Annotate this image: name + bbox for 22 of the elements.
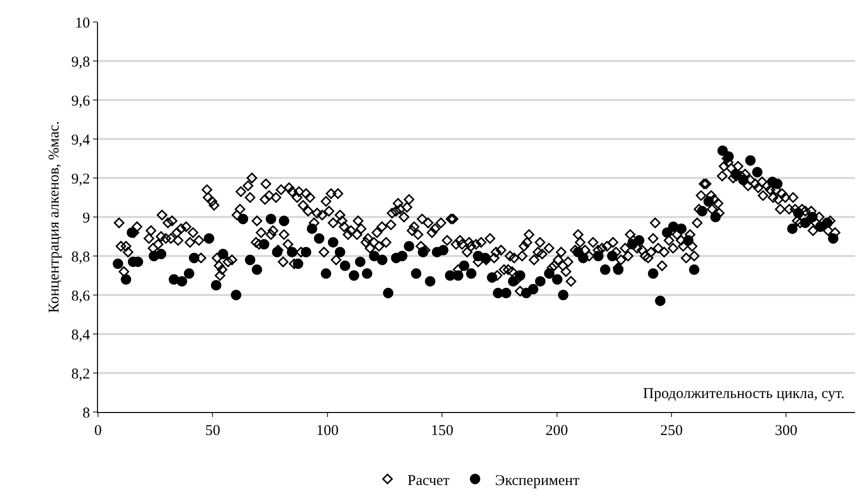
x-tick-label: 300 [774, 423, 798, 439]
legend-label: Эксперимент [495, 472, 580, 489]
x-tick-label: 0 [94, 423, 102, 439]
y-tick-label: 8 [82, 405, 90, 422]
x-tick-label: 200 [546, 423, 568, 439]
y-tick-label: 10 [75, 15, 90, 32]
y-tick-label: 9,2 [71, 171, 90, 188]
y-tick-label: 9,6 [71, 93, 90, 110]
x-axis-title: Продолжительность цикла, сут. [643, 386, 845, 402]
y-tick-label: 8,8 [71, 249, 90, 266]
y-tick-label: 8,6 [71, 288, 90, 304]
y-tick-label: 9,4 [71, 132, 90, 148]
legend-label: Расчет [408, 472, 450, 489]
x-tick-label: 100 [316, 423, 339, 439]
y-tick-label: 8,2 [71, 366, 90, 382]
y-tick-label: 8,4 [71, 327, 90, 344]
y-tick-label: 9,8 [71, 54, 90, 70]
y-axis-title: Концентрация алкенов, %мас. [46, 120, 62, 314]
x-tick-label: 50 [205, 423, 220, 439]
x-tick-label: 150 [430, 423, 454, 439]
x-tick-label: 250 [660, 423, 683, 439]
y-tick-label: 9 [82, 210, 90, 226]
